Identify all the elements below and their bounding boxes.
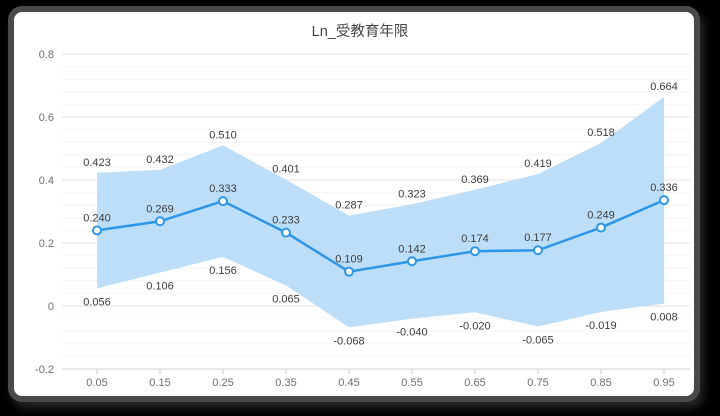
chart-window — [8, 6, 700, 402]
chart-title: Ln_受教育年限 — [311, 24, 409, 40]
